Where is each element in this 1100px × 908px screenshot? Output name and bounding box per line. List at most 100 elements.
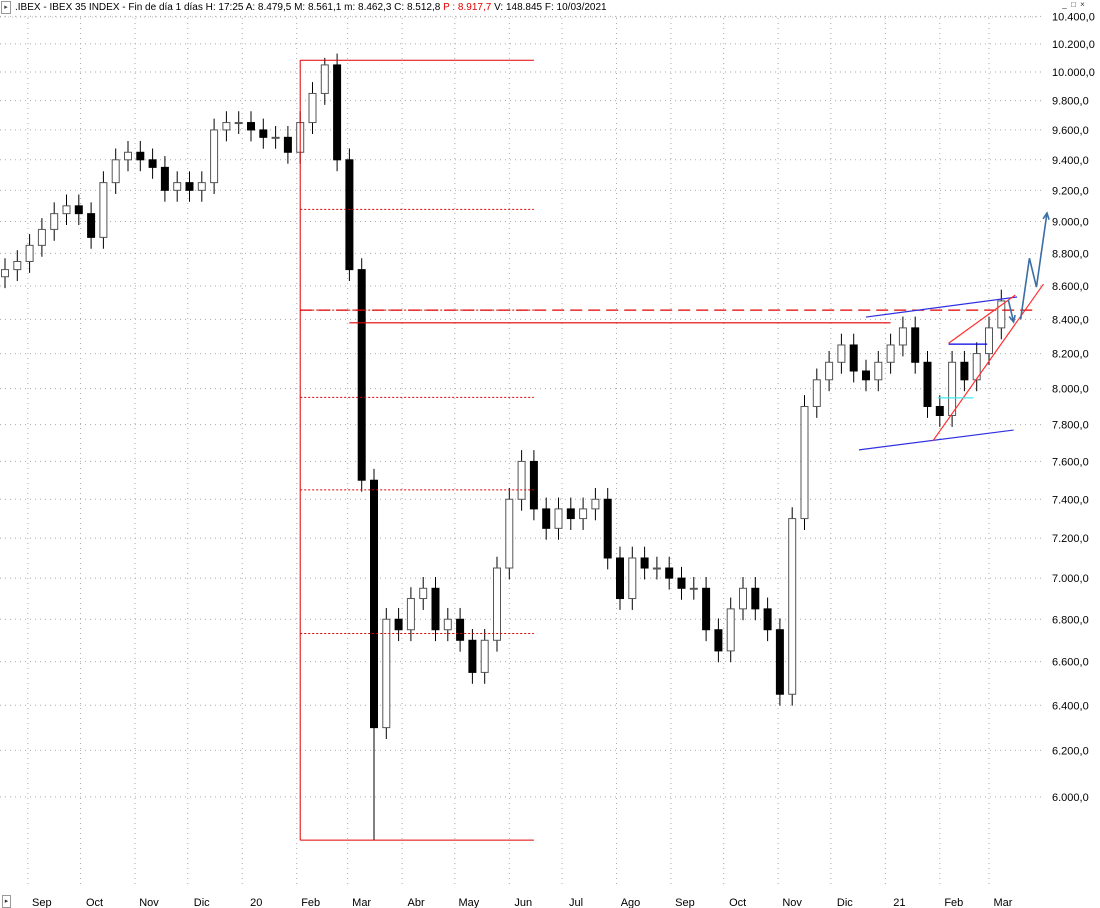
candle — [111, 148, 120, 195]
channel-lower-line — [858, 429, 1014, 451]
channel-upper-line — [865, 296, 1018, 318]
candle — [898, 316, 907, 357]
candle — [456, 607, 465, 652]
candle — [603, 487, 612, 570]
candle-body — [923, 361, 932, 407]
candle-body — [320, 64, 329, 94]
candle — [616, 546, 624, 610]
candle — [345, 148, 354, 282]
candle — [197, 171, 206, 202]
candle-body — [554, 508, 563, 529]
scroll-left-button[interactable]: ▸ — [2, 895, 11, 908]
arrowhead-icon — [1042, 211, 1050, 220]
candle-body — [259, 129, 268, 138]
header-close: C: 8.512,8 — [394, 2, 441, 13]
candle-body — [517, 460, 526, 500]
candle-body — [726, 608, 735, 652]
candle — [862, 359, 870, 392]
candle-body — [677, 577, 686, 589]
candle-body — [837, 344, 846, 363]
candle-body — [935, 405, 944, 416]
candle-body — [394, 618, 403, 631]
candle — [333, 53, 342, 172]
candle-body — [493, 567, 501, 641]
candle-body — [271, 136, 280, 139]
y-axis: 6.000,0 6.200,0 6.400,0 6.600,0 6.800,0 7.000… — [1052, 11, 1095, 804]
candle — [775, 618, 784, 706]
candle — [308, 82, 317, 134]
y-tick-label: 8.200,0 — [1052, 349, 1089, 361]
candle — [640, 546, 649, 580]
candle-body — [800, 405, 809, 520]
x-tick-label: Sep — [675, 897, 695, 908]
candle-body — [222, 122, 231, 131]
header-hour: H: 17:25 — [205, 2, 244, 13]
x-tick-label: Dic — [194, 897, 210, 908]
y-tick-label: 10.200,0 — [1052, 39, 1095, 51]
x-tick-label: Mar — [994, 897, 1013, 908]
candle-body — [603, 498, 612, 559]
header-low: m: 8.462,3 — [344, 2, 392, 13]
y-tick-label: 6.600,0 — [1052, 657, 1089, 669]
y-tick-label: 10.400,0 — [1052, 11, 1095, 23]
candle-body — [283, 136, 292, 153]
y-tick-label: 9.800,0 — [1052, 96, 1089, 108]
candle — [812, 368, 821, 418]
candle — [25, 234, 34, 273]
candle — [247, 111, 255, 142]
candle-body — [136, 151, 145, 161]
annotations — [299, 59, 1050, 841]
candle — [665, 556, 674, 590]
candle-body — [972, 353, 981, 381]
candle-body — [566, 508, 575, 520]
candle — [185, 171, 194, 202]
grid — [0, 15, 1045, 885]
candle-body — [751, 587, 760, 610]
x-tick-label: Feb — [301, 897, 320, 908]
y-tick-label: 7.600,0 — [1052, 456, 1089, 468]
candle — [148, 148, 157, 179]
candle — [911, 316, 920, 374]
candle — [652, 556, 661, 580]
candle — [259, 118, 268, 149]
candle — [382, 607, 391, 740]
candle-body — [185, 182, 194, 191]
x-tick-label: Jul — [569, 897, 583, 908]
candle-body — [702, 587, 711, 631]
close-icon[interactable]: × — [1080, 0, 1085, 9]
candle — [985, 316, 993, 365]
candle-body — [862, 370, 870, 381]
wedge-support-line — [932, 283, 1044, 442]
header-open: A: 8.479,5 — [245, 2, 292, 13]
candle — [320, 57, 329, 105]
candle-body — [985, 327, 993, 355]
candle — [948, 350, 957, 427]
candle-body — [616, 557, 624, 600]
candle — [554, 497, 563, 540]
candle — [628, 546, 637, 610]
candle-body — [689, 587, 698, 590]
candle-body — [443, 618, 452, 631]
maximize-icon[interactable]: □ — [1071, 0, 1076, 9]
candle-body — [111, 159, 120, 184]
panel-menu-icon[interactable]: ▸ — [1, 0, 11, 14]
candle — [935, 395, 944, 427]
candle — [677, 566, 686, 600]
candle — [283, 126, 292, 164]
candle — [210, 118, 219, 195]
y-tick-label: 6.200,0 — [1052, 745, 1089, 757]
candle — [357, 258, 366, 492]
y-tick-label: 9.200,0 — [1052, 185, 1089, 197]
candle — [997, 289, 1006, 340]
candle — [739, 576, 747, 621]
candle-body — [333, 64, 342, 161]
candles — [1, 53, 1006, 841]
y-tick-label: 8.800,0 — [1052, 248, 1089, 260]
candle — [825, 350, 834, 392]
candle — [271, 126, 280, 149]
x-tick-label: Sep — [32, 897, 52, 908]
minimize-icon[interactable]: _ — [1062, 0, 1067, 9]
x-tick-label: Jun — [514, 897, 532, 908]
candle-body — [357, 269, 366, 481]
